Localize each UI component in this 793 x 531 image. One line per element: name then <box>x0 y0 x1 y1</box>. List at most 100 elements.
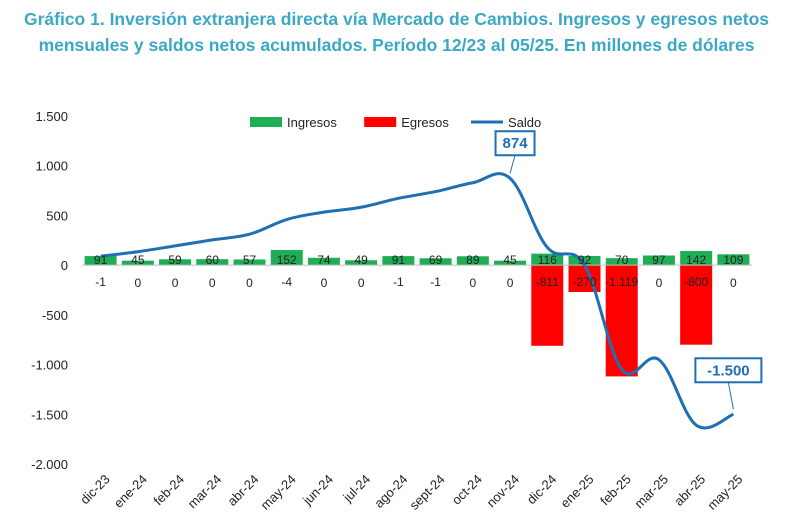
x-tick-label: mar-24 <box>185 472 225 512</box>
egresos-data-label: -270 <box>572 275 596 289</box>
data-labels: 91 -1 45 0 59 0 60 0 57 0 152 -4 74 0 49 0 91 -1 69 -1 89 0 45… <box>94 253 744 290</box>
annotation-text: 874 <box>503 135 529 152</box>
ingresos-data-label: 45 <box>131 253 145 267</box>
y-tick-label: 1.000 <box>35 159 68 174</box>
y-axis: 1.500 1.000 500 0 -500 -1.000 -1.500 -2.000 <box>31 109 68 472</box>
annotations: 874 -1.500 <box>494 130 763 410</box>
x-tick-label: feb-24 <box>150 472 187 509</box>
ingresos-data-label: 142 <box>686 253 706 267</box>
egresos-data-label: 0 <box>730 276 737 290</box>
ingresos-data-label: 74 <box>317 253 331 267</box>
egresos-data-label: 0 <box>246 276 253 290</box>
x-tick-label: abr-24 <box>224 472 261 509</box>
x-tick-label: ene-25 <box>557 472 596 511</box>
y-tick-label: -1.500 <box>31 407 68 422</box>
egresos-data-label: 0 <box>172 276 179 290</box>
egresos-data-label: -800 <box>684 275 708 289</box>
ingresos-data-label: 91 <box>94 253 108 267</box>
ingresos-bar <box>233 259 266 266</box>
ingresos-bar <box>642 255 675 266</box>
legend-swatch <box>364 117 397 127</box>
egresos-data-label: 0 <box>469 276 476 290</box>
annotation-text: -1.500 <box>707 362 750 379</box>
egresos-data-label: 0 <box>209 276 216 290</box>
ingresos-bar <box>419 258 452 266</box>
egresos-bar <box>680 265 713 345</box>
y-tick-label: 500 <box>46 208 68 223</box>
ingresos-bar <box>605 258 638 266</box>
x-tick-label: dic-24 <box>524 472 560 508</box>
ingresos-data-label: 92 <box>578 253 592 267</box>
ingresos-data-label: 69 <box>429 253 443 267</box>
ingresos-data-label: 70 <box>615 253 629 267</box>
y-tick-label: -500 <box>42 308 68 323</box>
egresos-data-label: -1.119 <box>605 275 638 289</box>
legend-label: Ingresos <box>287 115 337 130</box>
x-tick-label: jun-24 <box>299 472 336 509</box>
ingresos-data-label: 60 <box>206 253 220 267</box>
x-tick-label: nov-24 <box>483 472 522 511</box>
ingresos-bar <box>568 255 601 266</box>
annotation-box <box>694 357 763 384</box>
ingresos-bar <box>382 256 415 266</box>
egresos-data-label: 0 <box>358 276 365 290</box>
annotation-leader <box>509 155 516 174</box>
annotation-box <box>494 130 536 157</box>
legend-swatch <box>250 117 282 127</box>
ingresos-bar <box>345 260 378 266</box>
egresos-bar <box>605 265 638 377</box>
x-tick-label: mar-25 <box>631 472 671 512</box>
egresos-data-label: 0 <box>507 276 514 290</box>
ingresos-bar <box>307 257 340 266</box>
ingresos-data-label: 109 <box>723 253 743 267</box>
legend-label: Egresos <box>401 115 449 130</box>
ingresos-data-label: 59 <box>168 253 182 267</box>
ingresos-bar <box>531 253 564 266</box>
egresos-data-label: 0 <box>321 276 328 290</box>
legend-label: Saldo <box>508 115 541 130</box>
legend: Ingresos Egresos Saldo <box>250 115 541 130</box>
egresos-data-label: 0 <box>134 276 141 290</box>
x-tick-label: may-24 <box>258 472 299 513</box>
ingresos-data-label: 116 <box>538 253 557 267</box>
egresos-data-label: 0 <box>656 276 663 290</box>
ingresos-data-label: 49 <box>354 253 368 267</box>
ingresos-bar <box>121 260 154 266</box>
egresos-data-label: -811 <box>536 275 559 289</box>
ingresos-bar <box>84 256 117 266</box>
bar-group <box>84 250 750 377</box>
ingresos-bar <box>494 260 527 266</box>
saldo-line-group <box>100 172 735 430</box>
ingresos-data-label: 57 <box>243 253 257 267</box>
ingresos-bar <box>270 250 303 266</box>
egresos-data-label: -4 <box>281 275 292 289</box>
ingresos-data-label: 89 <box>466 253 480 267</box>
ingresos-data-label: 152 <box>277 253 297 267</box>
ingresos-bar <box>456 256 489 266</box>
x-tick-label: abr-25 <box>671 472 708 509</box>
egresos-bar <box>531 265 564 346</box>
x-tick-label: sept-24 <box>406 472 447 513</box>
x-tick-label: jul-24 <box>339 472 373 506</box>
y-tick-label: -1.000 <box>31 358 68 373</box>
ingresos-bar <box>680 251 713 266</box>
x-tick-label: feb-25 <box>597 472 634 509</box>
x-tick-label: dic-23 <box>77 472 113 508</box>
ingresos-data-label: 91 <box>392 253 406 267</box>
ingresos-data-label: 45 <box>503 253 517 267</box>
chart-title: Gráfico 1. Inversión extranjera directa … <box>23 9 769 55</box>
x-tick-label: ene-24 <box>111 472 150 511</box>
ingresos-data-label: 97 <box>652 253 666 267</box>
saldo-line <box>100 172 735 430</box>
egresos-data-label: -1 <box>430 275 441 289</box>
ingresos-bar <box>717 254 750 266</box>
y-tick-label: -2.000 <box>31 457 68 472</box>
x-tick-label: may-25 <box>704 472 745 513</box>
ingresos-bar <box>159 259 192 266</box>
x-tick-label: ago-24 <box>371 472 410 511</box>
y-tick-label: 0 <box>61 258 68 273</box>
egresos-data-label: -1 <box>95 275 106 289</box>
ingresos-bar <box>196 259 229 266</box>
